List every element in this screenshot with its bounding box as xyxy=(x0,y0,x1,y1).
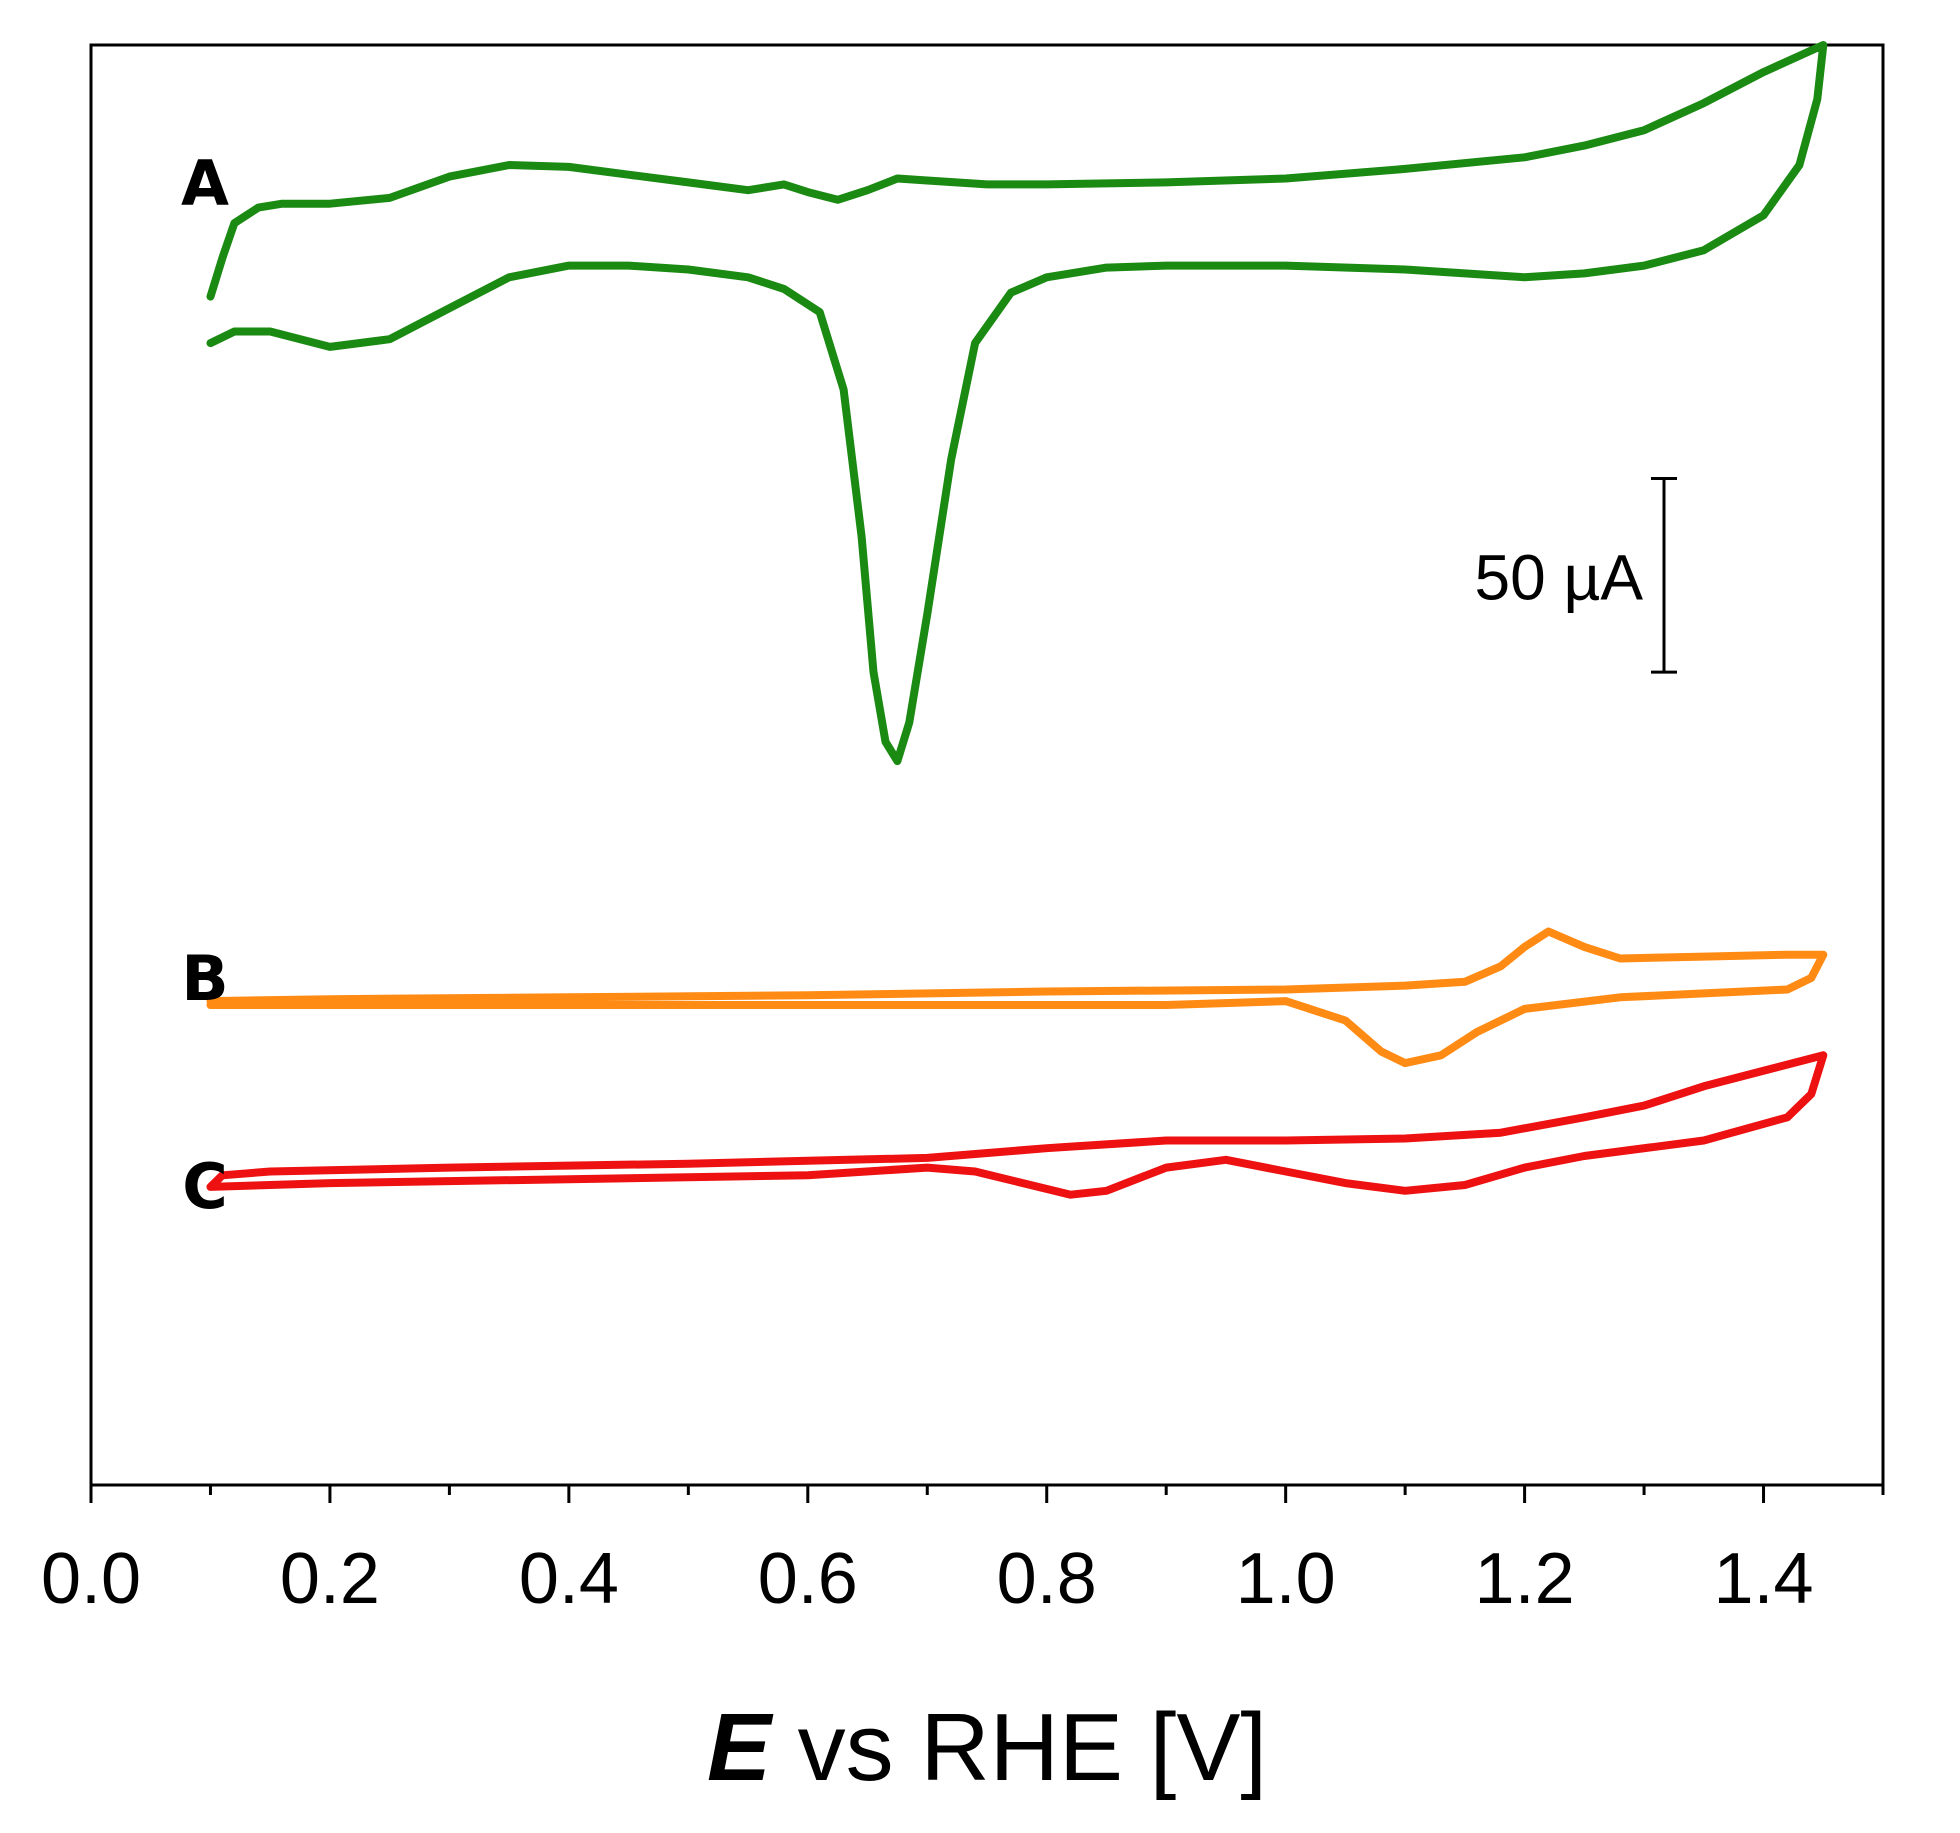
x-axis-tick-labels: 0.0 0.2 0.4 0.6 0.8 1.0 1.2 1.4 xyxy=(41,1539,1814,1619)
series-a-line xyxy=(206,41,1828,766)
x-tick-label: 0.8 xyxy=(997,1539,1097,1619)
x-tick-label: 1.0 xyxy=(1236,1539,1336,1619)
x-tick-label: 0.4 xyxy=(519,1539,619,1619)
scale-bar-group: 50 µA xyxy=(1474,477,1677,674)
series-c-label: C xyxy=(182,1150,228,1223)
series-c-line xyxy=(206,1051,1828,1199)
x-axis-ticks xyxy=(89,1485,1885,1503)
series-b-line xyxy=(206,927,1828,1068)
x-tick-label: 1.2 xyxy=(1475,1539,1575,1619)
x-axis-title-symbol: E xyxy=(707,1694,774,1801)
x-axis-title: E vs RHE [V] xyxy=(707,1694,1267,1801)
x-axis-title-text: vs RHE [V] xyxy=(771,1694,1267,1801)
x-tick-label: 0.2 xyxy=(280,1539,380,1619)
series-a-label: A xyxy=(181,147,229,220)
plot-frame xyxy=(89,43,1885,1487)
x-tick-label: 1.4 xyxy=(1713,1539,1813,1619)
x-tick-label: 0.0 xyxy=(41,1539,141,1619)
series-b-label: B xyxy=(181,942,228,1015)
scale-bar-label: 50 µA xyxy=(1474,541,1643,613)
series-group: A B C xyxy=(181,41,1828,1223)
x-tick-label: 0.6 xyxy=(758,1539,858,1619)
